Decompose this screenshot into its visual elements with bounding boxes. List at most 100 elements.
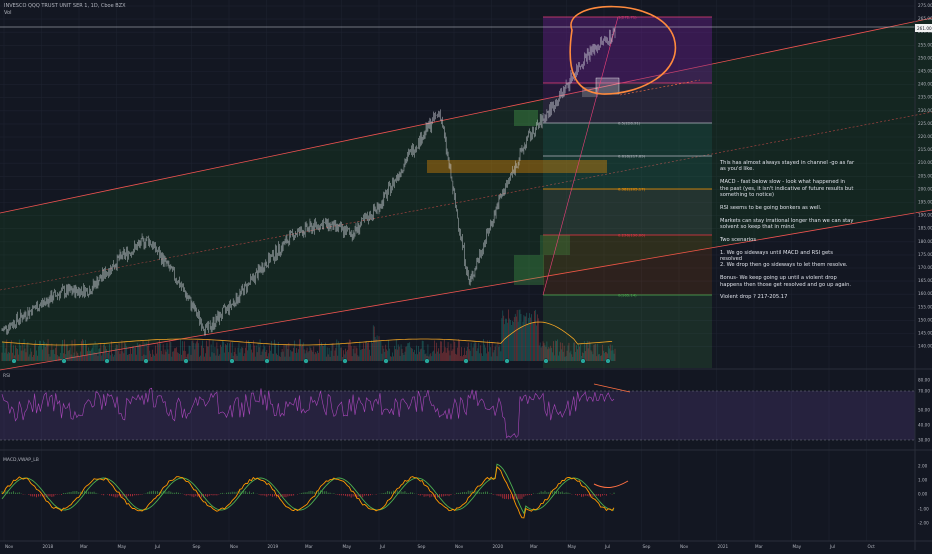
rsi-band <box>0 391 915 440</box>
zone-box <box>514 255 544 285</box>
price-tick-label: 170.00 <box>918 265 932 270</box>
event-marker <box>11 358 17 364</box>
fib-level-label: 0.5(228.91) <box>618 121 641 126</box>
rsi-label: RSI <box>3 373 10 379</box>
macd-label: MACD,VWAP_LB <box>3 457 39 463</box>
price-tick-label: 220.00 <box>918 134 932 139</box>
time-tick-label: May <box>118 544 127 549</box>
price-tick-label: 225.00 <box>918 121 932 126</box>
volume-label: Vol <box>4 10 12 16</box>
price-tick-label: 155.00 <box>918 304 932 309</box>
macd-curve-annotation <box>593 480 629 489</box>
time-tick-label: May <box>568 544 577 549</box>
analysis-note: This has almost always stayed in channel… <box>720 160 855 307</box>
event-marker <box>543 358 549 364</box>
fib-zone <box>543 156 712 189</box>
fib-zone <box>543 123 712 156</box>
time-tick-label: Jul <box>604 544 610 549</box>
event-marker <box>61 358 67 364</box>
rsi-tick-label: 70.00 <box>918 389 930 394</box>
time-tick-label: Oct <box>868 544 876 549</box>
fib-level-label: 1(272.71) <box>618 15 637 20</box>
event-marker <box>264 358 270 364</box>
note-paragraph: Violent drop ? 217-205.17 <box>720 294 788 301</box>
price-tick-label: 235.00 <box>918 95 932 100</box>
volume-ma-line <box>1 321 613 346</box>
price-tick-label: 175.00 <box>918 252 932 257</box>
price-tick-label: 215.00 <box>918 147 932 152</box>
event-marker <box>303 358 309 364</box>
grid-lines <box>0 0 932 542</box>
fib-level-label: 0(165.14) <box>618 293 637 298</box>
price-tick-label: 240.00 <box>918 82 932 87</box>
price-tick-label: 265.00 <box>918 16 932 21</box>
axes-layer: 275.00265.00260.00255.00250.00245.00240.… <box>5 0 932 550</box>
price-tick-label: 185.00 <box>918 226 932 231</box>
time-tick-label: Nov <box>680 544 689 549</box>
price-tick-label: 180.00 <box>918 239 932 244</box>
fib-level-label: 0.618(217.69) <box>618 154 646 159</box>
fib-zone <box>543 189 712 235</box>
time-tick-label: Nov <box>230 544 239 549</box>
rsi-line <box>1 387 615 439</box>
event-marker <box>504 358 510 364</box>
time-tick-label: Jul <box>829 544 835 549</box>
event-marker <box>383 358 389 364</box>
price-tick-label: 205.00 <box>918 173 932 178</box>
last-price-label: 261.00 <box>917 26 932 31</box>
time-tick-label: Mar <box>80 544 88 549</box>
channel-lower-line <box>0 209 932 371</box>
price-candles <box>1 27 616 336</box>
price-tick-label: 140.00 <box>918 344 932 349</box>
rsi-pane: RSI <box>0 373 915 441</box>
event-marker <box>104 358 110 364</box>
price-tick-label: 200.00 <box>918 186 932 191</box>
fib-zone <box>543 83 712 123</box>
time-tick-label: Jul <box>379 544 385 549</box>
macd-tick-label: -1.00 <box>918 507 929 512</box>
overlay-layer <box>1 5 677 364</box>
time-tick-label: Sep <box>418 544 426 549</box>
event-marker <box>580 358 586 364</box>
event-marker <box>342 358 348 364</box>
note-paragraph: RSI seems to be going bonkers as well. <box>720 204 822 211</box>
macd-tick-label: 0.00 <box>918 492 928 497</box>
macd-tick-label: -2.00 <box>918 521 929 526</box>
price-tick-label: 255.00 <box>918 42 932 47</box>
time-tick-label: 2020 <box>493 544 504 549</box>
time-tick-label: Nov <box>455 544 464 549</box>
fib-zone <box>543 295 712 368</box>
symbol-header: INVESCO QQQ TRUST UNIT SER 1, 1D, Cboe B… <box>4 3 126 17</box>
rsi-tick-label: 40.00 <box>918 423 930 428</box>
rsi-divergence-line <box>593 383 631 393</box>
time-tick-label: Sep <box>643 544 651 549</box>
price-tick-label: 275.00 <box>918 3 932 8</box>
macd-tick-label: 2.00 <box>918 464 928 469</box>
event-marker <box>463 358 469 364</box>
event-marker <box>183 358 189 364</box>
rsi-tick-label: 80.00 <box>918 378 930 383</box>
time-tick-label: Sep <box>193 544 201 549</box>
macd-tick-label: 1.00 <box>918 478 928 483</box>
price-tick-label: 230.00 <box>918 108 932 113</box>
fib-zone <box>543 235 712 295</box>
rsi-tick-label: 30.00 <box>918 438 930 443</box>
trend-line <box>542 16 619 296</box>
fib-level-label: 0.236(190.00) <box>618 233 646 238</box>
channel-fill <box>0 18 932 370</box>
macd-fast-line <box>1 466 615 519</box>
price-tick-label: 250.00 <box>918 55 932 60</box>
macd-slow-line <box>1 463 615 515</box>
price-tick-label: 195.00 <box>918 200 932 205</box>
time-tick-label: May <box>793 544 802 549</box>
event-marker <box>424 358 430 364</box>
symbol-title: INVESCO QQQ TRUST UNIT SER 1, 1D, Cboe B… <box>4 3 126 9</box>
note-paragraph: Markets can stay irrational longer than … <box>720 217 854 231</box>
event-marker <box>605 358 611 364</box>
note-paragraph: Bonus- We keep going up until a violent … <box>720 275 852 288</box>
time-tick-label: Nov <box>5 544 14 549</box>
time-tick-label: 2019 <box>268 544 279 549</box>
time-tick-label: Jul <box>154 544 160 549</box>
